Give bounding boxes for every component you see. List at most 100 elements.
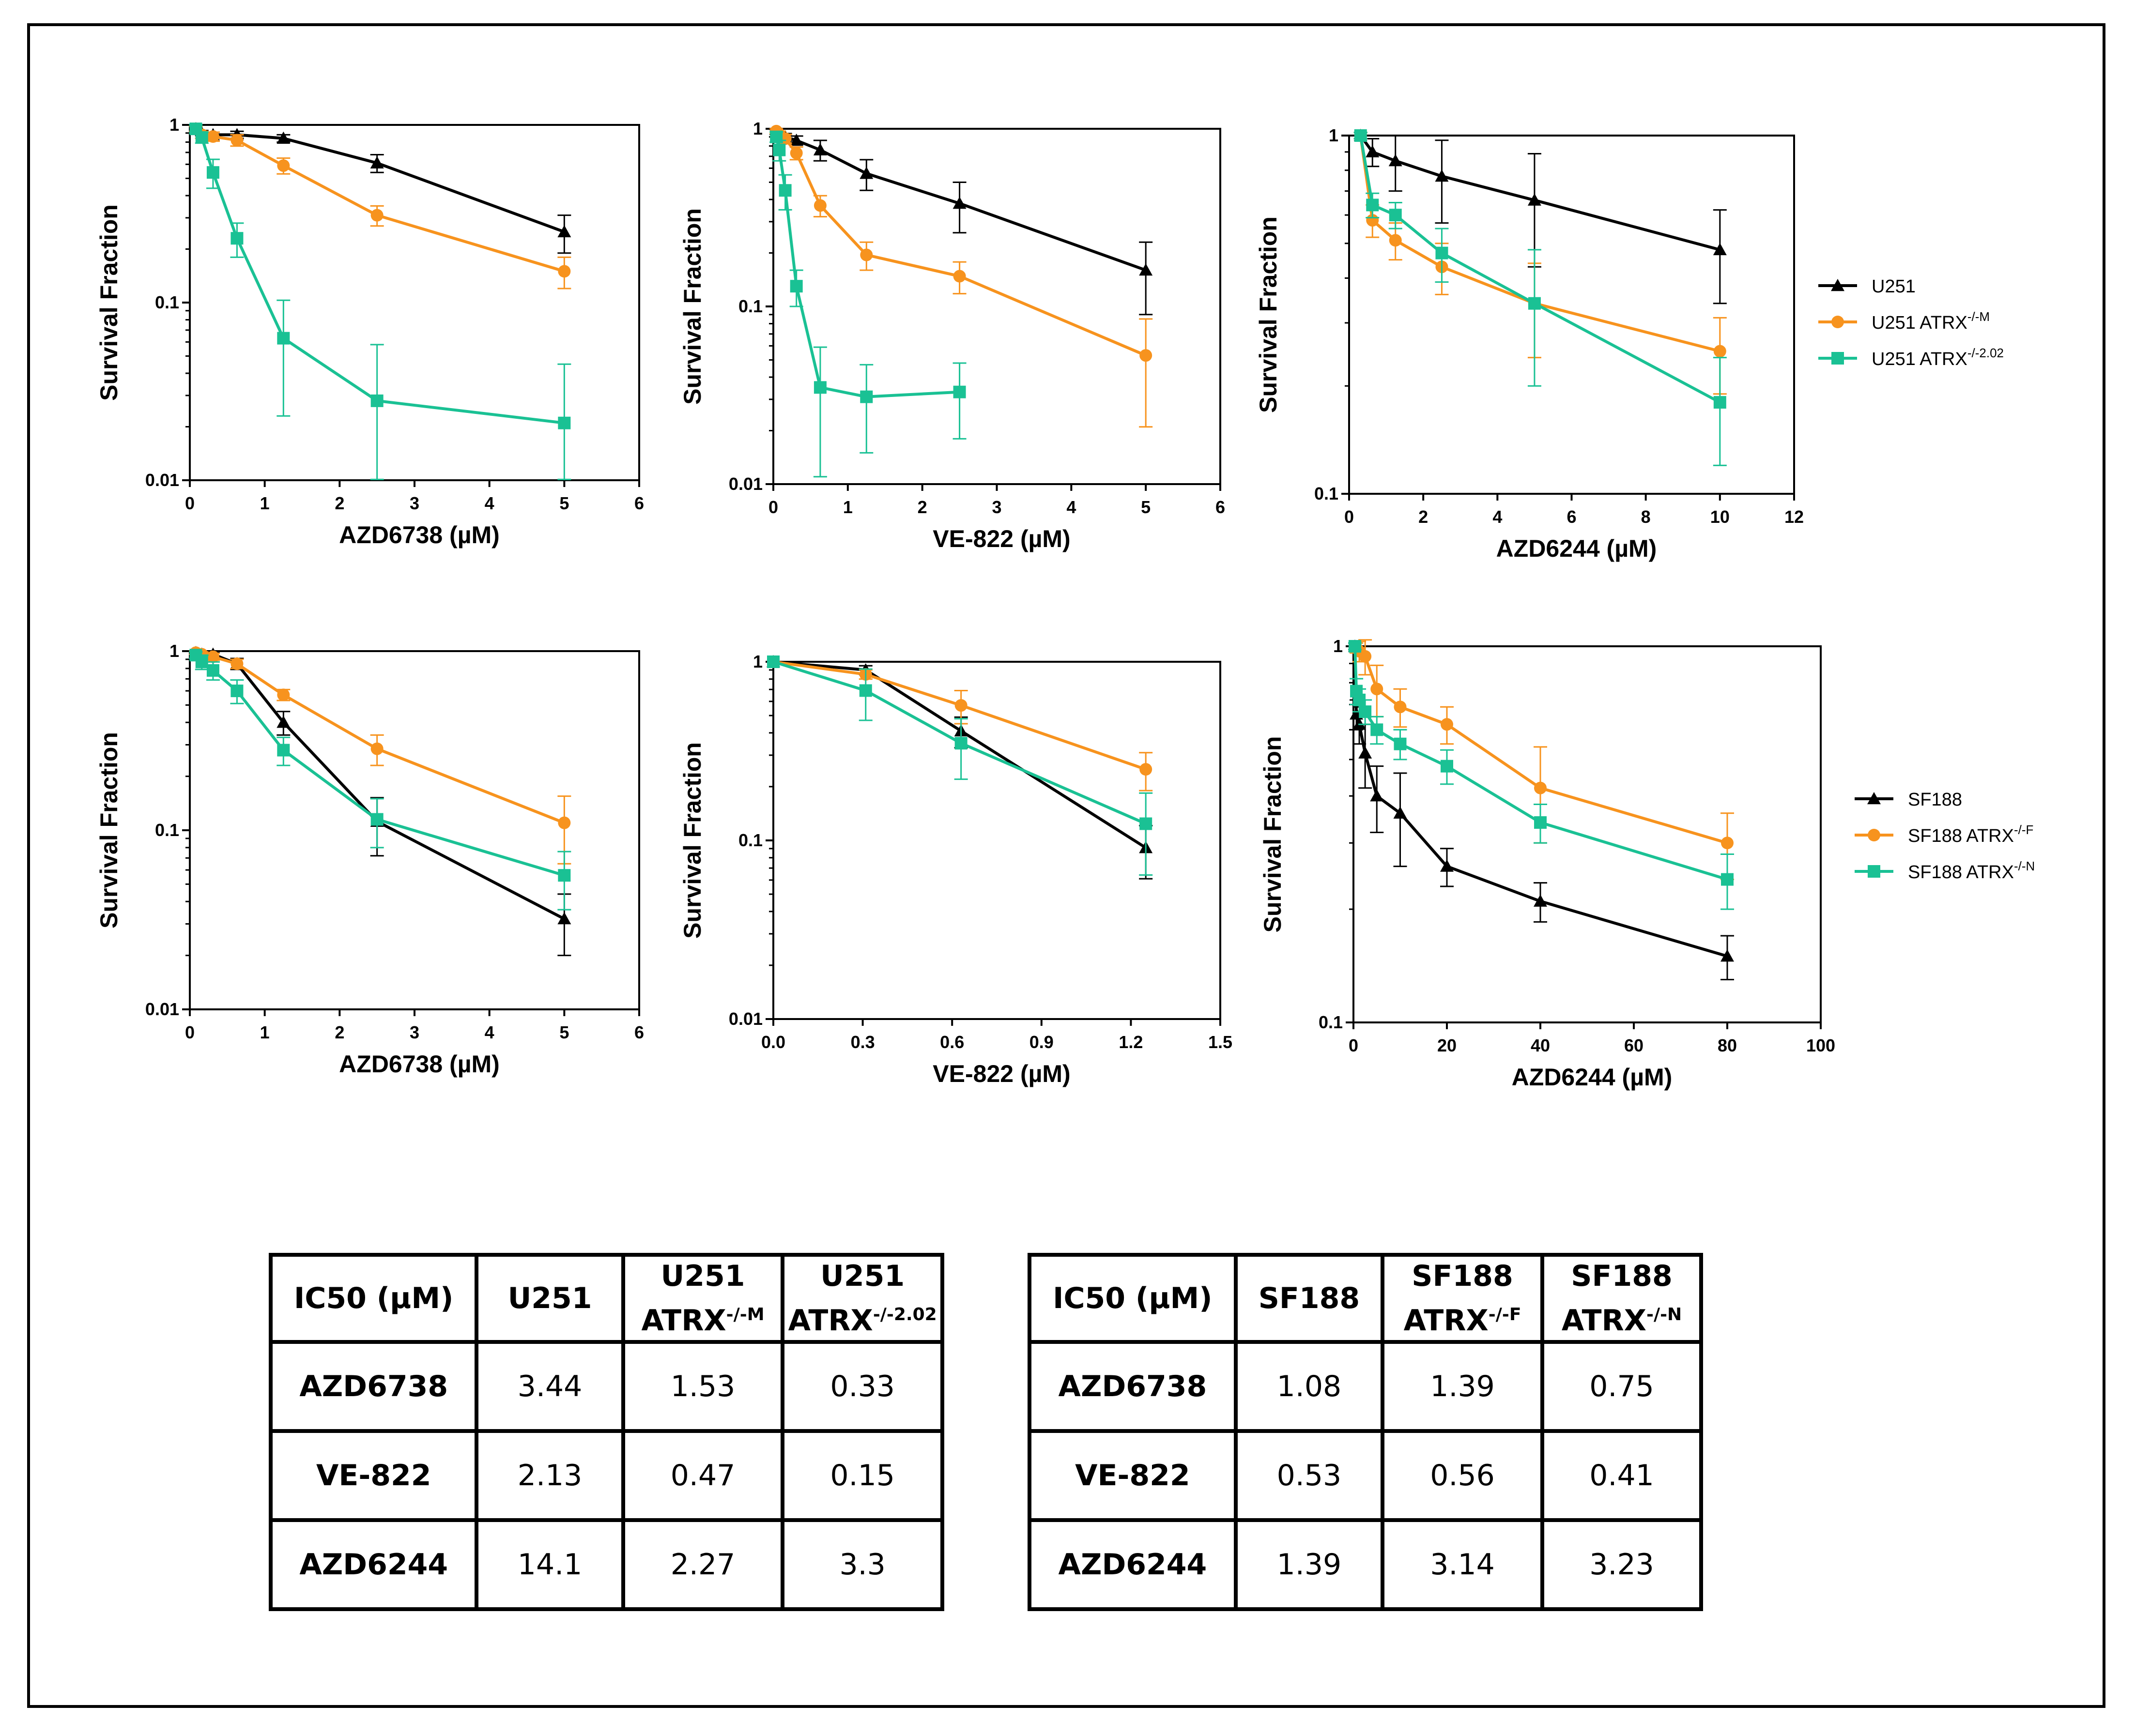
data-point [1720,949,1734,962]
table-header-row: IC50 (µM) SF188 SF188 ATRX-/-F SF188 ATRX-… [1028,1253,1703,1344]
data-point [1354,129,1367,142]
ic50-table-u251: IC50 (µM) U251 U251 ATRX-/-M U251 ATRX-/-2… [268,1253,944,1611]
x-axis-label: AZD6738 (µM) [339,1051,500,1078]
data-point [277,159,290,172]
x-tick-label: 4 [1492,507,1502,527]
x-axis-label: VE-822 (µM) [933,1060,1070,1087]
x-tick-label: 3 [410,1022,419,1042]
legend-label: SF188 ATRX-/-F [1908,822,2033,846]
y-tick-label: 0.01 [729,1009,763,1029]
data-point [1388,154,1402,167]
data-point [767,655,780,668]
data-point [206,166,219,179]
y-tick-label: 1 [1329,125,1338,145]
table-cell: 2.13 [475,1429,625,1522]
x-tick-label: 4 [485,493,494,513]
header-cell: IC50 (µM) [1028,1253,1238,1344]
legend-label: SF188 ATRX-/-N [1908,859,2035,883]
y-tick-label: 1 [169,115,179,135]
y-tick-label: 0.01 [145,470,179,490]
data-series [769,130,967,478]
data-point [1867,792,1881,805]
x-tick-label: 0.6 [940,1032,964,1052]
x-tick-label: 8 [1641,507,1651,527]
y-tick-label: 1 [169,641,179,661]
data-point [558,816,571,829]
data-point [1366,145,1380,158]
y-tick-label: 0.1 [1314,484,1338,503]
data-point [1348,640,1361,653]
row-label: AZD6244 [1028,1518,1238,1611]
y-axis-label: Survival Fraction [679,208,706,405]
x-tick-label: 0.9 [1029,1032,1054,1052]
legend-label: U251 ATRX-/-2.02 [1872,346,2004,369]
data-point [230,657,244,670]
x-tick-label: 4 [485,1022,494,1042]
x-tick-label: 80 [1718,1036,1737,1055]
series-line [1359,135,1721,404]
data-point [860,248,873,261]
data-point [1534,816,1547,829]
table-cell: 3.14 [1381,1518,1544,1611]
x-tick-label: 1 [260,1022,270,1042]
data-series [1348,640,1734,910]
x-tick-label: 2 [1418,507,1428,527]
data-point [1353,693,1366,706]
data-point [1721,873,1734,886]
y-tick-label: 1 [753,119,763,138]
data-point [779,184,792,197]
data-point [557,912,571,925]
data-series [769,125,1153,316]
data-point [206,650,219,663]
series-line [773,660,1147,849]
x-axis-label: AZD6244 (µM) [1496,535,1657,562]
table-row: AZD6244 1.39 3.14 3.23 [1028,1518,1703,1611]
data-point [370,813,384,826]
x-tick-label: 1.5 [1208,1032,1232,1052]
x-tick-label: 0 [185,493,195,513]
y-axis-label: Survival Fraction [679,742,706,939]
data-point [1358,746,1372,759]
legend-label: SF188 [1908,790,1962,810]
plot-area [772,128,1221,485]
table-cell: 1.08 [1233,1340,1385,1433]
table-cell: 14.1 [475,1518,625,1611]
data-point [1441,718,1453,731]
y-axis-label: Survival Fraction [1259,736,1286,933]
y-axis-label: Survival Fraction [95,732,123,929]
table-cell: 0.47 [621,1429,785,1522]
legend-label: U251 ATRX-/-M [1872,309,1990,333]
table-row: AZD6738 1.08 1.39 0.75 [1028,1340,1703,1433]
data-point [1831,279,1844,291]
data-point [1139,817,1152,830]
x-tick-label: 12 [1784,507,1804,527]
data-point [1389,209,1402,222]
header-cell: U251 [475,1253,625,1344]
header-cell: U251 ATRX-/-M [621,1253,785,1344]
data-point [276,131,291,144]
data-point [789,134,803,146]
data-point [1139,263,1153,276]
data-point [1713,345,1726,358]
legend: SF188 SF188 ATRX-/-F SF188 ATRX-/-N [1855,790,2035,883]
data-series [189,122,571,480]
data-point [954,737,968,750]
data-series [189,649,571,911]
x-tick-label: 4 [1066,497,1076,517]
data-point [860,390,873,403]
data-point [860,167,874,179]
data-point [370,742,384,755]
data-series [189,122,571,254]
table-cell: 1.39 [1381,1340,1544,1433]
series-line [195,128,565,273]
survival-chart: 0 2 4 6 8 10 12 0.1 1 AZD6244 (µM) Survival Fracti… [1255,125,1804,562]
data-point [1435,169,1449,182]
x-tick-label: 0.3 [851,1032,875,1052]
data-point [370,394,384,407]
data-point [814,199,827,212]
data-point [230,685,244,698]
table-cell: 0.15 [781,1429,944,1522]
data-point [1713,243,1727,256]
plot-area [772,661,1221,1020]
